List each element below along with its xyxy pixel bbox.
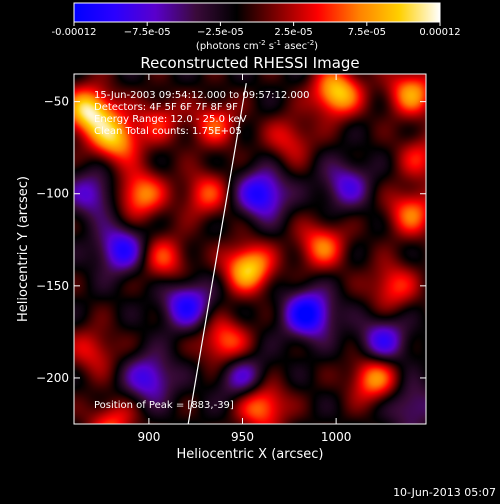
- y-axis-label: Heliocentric Y (arcsec): [16, 176, 31, 322]
- colorbar-tick-label: 2.5e-05: [274, 27, 312, 38]
- x-tick-label: 1000: [321, 430, 352, 444]
- colorbar-ticks: -0.00012 −7.5e-05 −2.5e-05 2.5e-05 7.5e-05 0.…: [52, 22, 461, 38]
- colorbar-units: (photons cm-2 s-1 asec-2): [196, 39, 318, 52]
- footer-timestamp: 10-Jun-2013 05:07: [393, 486, 496, 499]
- y-axis-ticks: −50 −100 −150 −200: [36, 95, 426, 385]
- y-tick-label: −200: [36, 371, 69, 385]
- annotation-line: Energy Range: 12.0 - 25.0 keV: [94, 114, 247, 125]
- annotation-block: 15-Jun-2003 09:54:12.000 to 09:57:12.000…: [94, 90, 310, 137]
- x-tick-label: 950: [231, 430, 254, 444]
- colorbar-tick-label: 0.00012: [419, 27, 460, 38]
- plot-area: [74, 74, 426, 424]
- y-tick-label: −100: [36, 187, 69, 201]
- solar-limb-line: [187, 83, 247, 424]
- x-axis-ticks: 900 950 1000: [137, 74, 351, 444]
- colorbar-tick-label: −7.5e-05: [124, 27, 171, 38]
- plot-frame: [73, 73, 427, 425]
- colorbar-tick-label: -0.00012: [52, 27, 97, 38]
- colorbar-tick-label: −2.5e-05: [197, 27, 244, 38]
- colorbar: [73, 2, 441, 23]
- chart-title: Reconstructed RHESSI Image: [140, 54, 359, 72]
- x-axis-label: Heliocentric X (arcsec): [177, 447, 324, 462]
- peak-position-label: Position of Peak = [883,-39]: [94, 400, 234, 411]
- annotation-line: Detectors: 4F 5F 6F 7F 8F 9F: [94, 102, 238, 113]
- y-tick-label: −50: [44, 95, 69, 109]
- annotation-line: 15-Jun-2003 09:54:12.000 to 09:57:12.000: [94, 90, 310, 101]
- heatmap-image: [74, 74, 426, 424]
- annotation-line: Clean Total counts: 1.75E+05: [94, 126, 242, 137]
- y-tick-label: −150: [36, 279, 69, 293]
- colorbar-tick-label: 7.5e-05: [348, 27, 386, 38]
- x-tick-label: 900: [137, 430, 160, 444]
